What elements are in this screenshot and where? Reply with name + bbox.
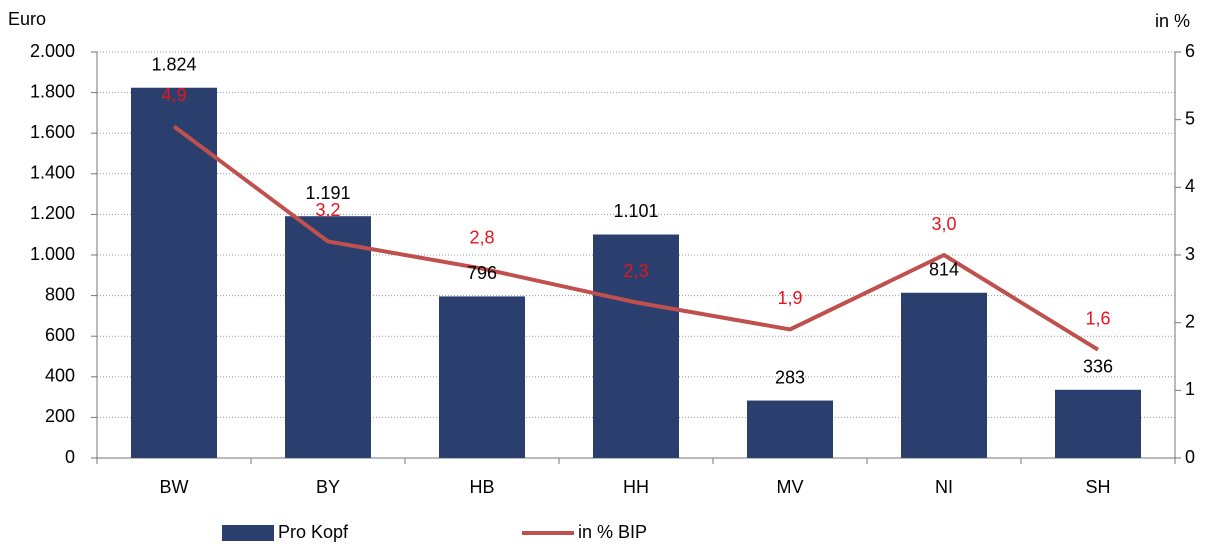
legend-label: in % BIP [578, 522, 647, 542]
bar [747, 400, 833, 458]
y-tick-label: 1.600 [30, 122, 75, 142]
y2-tick-label: 5 [1185, 108, 1195, 128]
data-label: 796 [467, 263, 497, 283]
y2-tick-label: 2 [1185, 311, 1195, 331]
y-tick-label: 800 [45, 284, 75, 304]
data-label: 1,6 [1085, 308, 1110, 328]
data-label: 3,2 [315, 200, 340, 220]
line [172, 124, 1100, 352]
data-label: 4,9 [161, 85, 186, 105]
data-label: 814 [929, 260, 959, 280]
x-tick-label: HH [623, 477, 649, 497]
y-tick-label: 200 [45, 406, 75, 426]
data-label: 283 [775, 367, 805, 387]
y-tick-label: 0 [65, 447, 75, 467]
y2-tick-label: 0 [1185, 447, 1195, 467]
x-tick-label: SH [1085, 477, 1110, 497]
legend-label: Pro Kopf [278, 522, 349, 542]
y2-tick-label: 4 [1185, 176, 1195, 196]
bar [593, 234, 679, 458]
y-tick-label: 1.400 [30, 163, 75, 183]
x-tick-label: NI [935, 477, 953, 497]
data-label: 1,9 [777, 288, 802, 308]
bar [1055, 389, 1141, 458]
y-tick-label: 400 [45, 366, 75, 386]
data-label: 1.824 [151, 54, 196, 74]
x-tick-label: MV [777, 477, 804, 497]
data-label: 2,8 [469, 227, 494, 247]
x-tick-label: HB [469, 477, 494, 497]
y2-axis-label: in % [1155, 11, 1190, 31]
y2-tick-label: 1 [1185, 379, 1195, 399]
x-tick-label: BW [160, 477, 189, 497]
data-label: 2,3 [623, 261, 648, 281]
data-label: 336 [1083, 357, 1113, 377]
legend-swatch [222, 525, 274, 541]
data-label: 1.101 [613, 201, 658, 221]
data-label: 3,0 [931, 214, 956, 234]
y-axis-label: Euro [8, 9, 46, 29]
y-tick-label: 2.000 [30, 41, 75, 61]
bar [901, 292, 987, 458]
bar [131, 87, 217, 458]
y2-tick-label: 3 [1185, 244, 1195, 264]
bar [285, 216, 371, 458]
data-label: 1.191 [305, 183, 350, 203]
y-tick-label: 1.200 [30, 203, 75, 223]
x-tick-label: BY [316, 477, 340, 497]
bar [439, 296, 525, 458]
y-tick-label: 1.000 [30, 244, 75, 264]
y2-tick-label: 6 [1185, 41, 1195, 61]
y-tick-label: 600 [45, 325, 75, 345]
y-tick-label: 1.800 [30, 81, 75, 101]
